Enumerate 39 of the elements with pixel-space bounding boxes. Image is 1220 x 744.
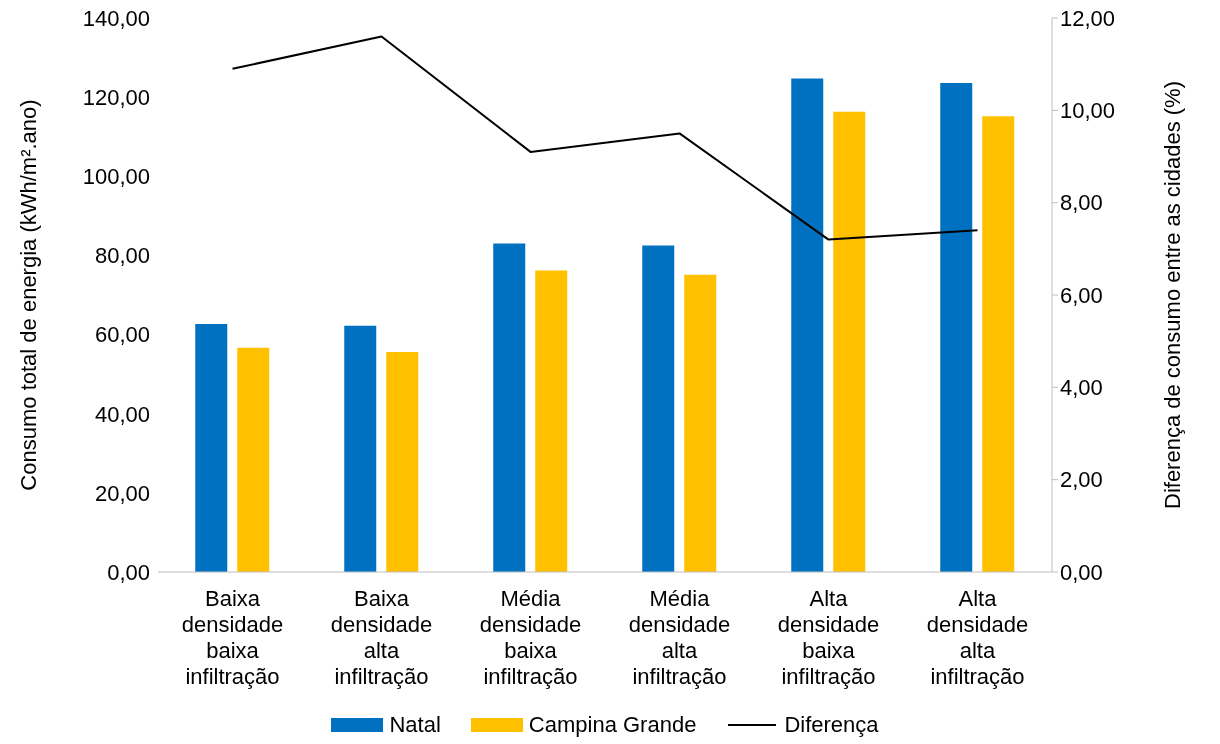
x-tick-label: Alta densidade baixa infiltração [777,586,880,689]
bar [237,347,270,572]
line-series [231,35,979,241]
y-tick-label: 60,00 [94,322,150,348]
y-tick-label: 100,00 [82,164,150,190]
bar [535,270,568,572]
y2-axis-title: Diferença de consumo entre as cidades (%) [1159,81,1185,509]
bar [642,245,675,572]
y2-tick-label: 10,00 [1060,98,1116,124]
bar [386,351,419,572]
bar [833,111,866,572]
y2-tick-label: 0,00 [1060,559,1103,585]
bar [982,116,1015,572]
bar [493,243,526,572]
bar [791,78,824,572]
y-tick-label: 80,00 [94,243,150,269]
y-axis-title: Consumo total de energia (kWh/m².ano) [15,99,41,491]
x-tick-label: Alta densidade alta infiltração [926,586,1029,689]
legend-label: Natal [389,712,441,738]
bar [344,325,377,572]
bar [195,323,228,572]
y2-tick-label: 4,00 [1060,375,1103,401]
legend-label: Campina Grande [528,712,697,738]
x-tick-label: Baixa densidade alta infiltração [330,586,433,689]
y2-tick-label: 6,00 [1060,282,1103,308]
y-tick-label: 40,00 [94,401,150,427]
bar [940,82,973,572]
y-tick-label: 120,00 [82,84,150,110]
x-tick-label: Média densidade baixa infiltração [479,586,582,689]
y2-tick-label: 8,00 [1060,190,1103,216]
y-tick-label: 140,00 [82,5,150,31]
x-tick-label: Baixa densidade baixa infiltração [181,586,284,689]
y-tick-label: 20,00 [94,480,150,506]
bar [684,274,717,572]
legend-label: Diferença [784,712,879,738]
x-tick-label: Média densidade alta infiltração [628,586,731,689]
y-tick-label: 0,00 [107,559,150,585]
y2-tick-label: 12,00 [1060,5,1116,31]
y2-tick-label: 2,00 [1060,467,1103,493]
